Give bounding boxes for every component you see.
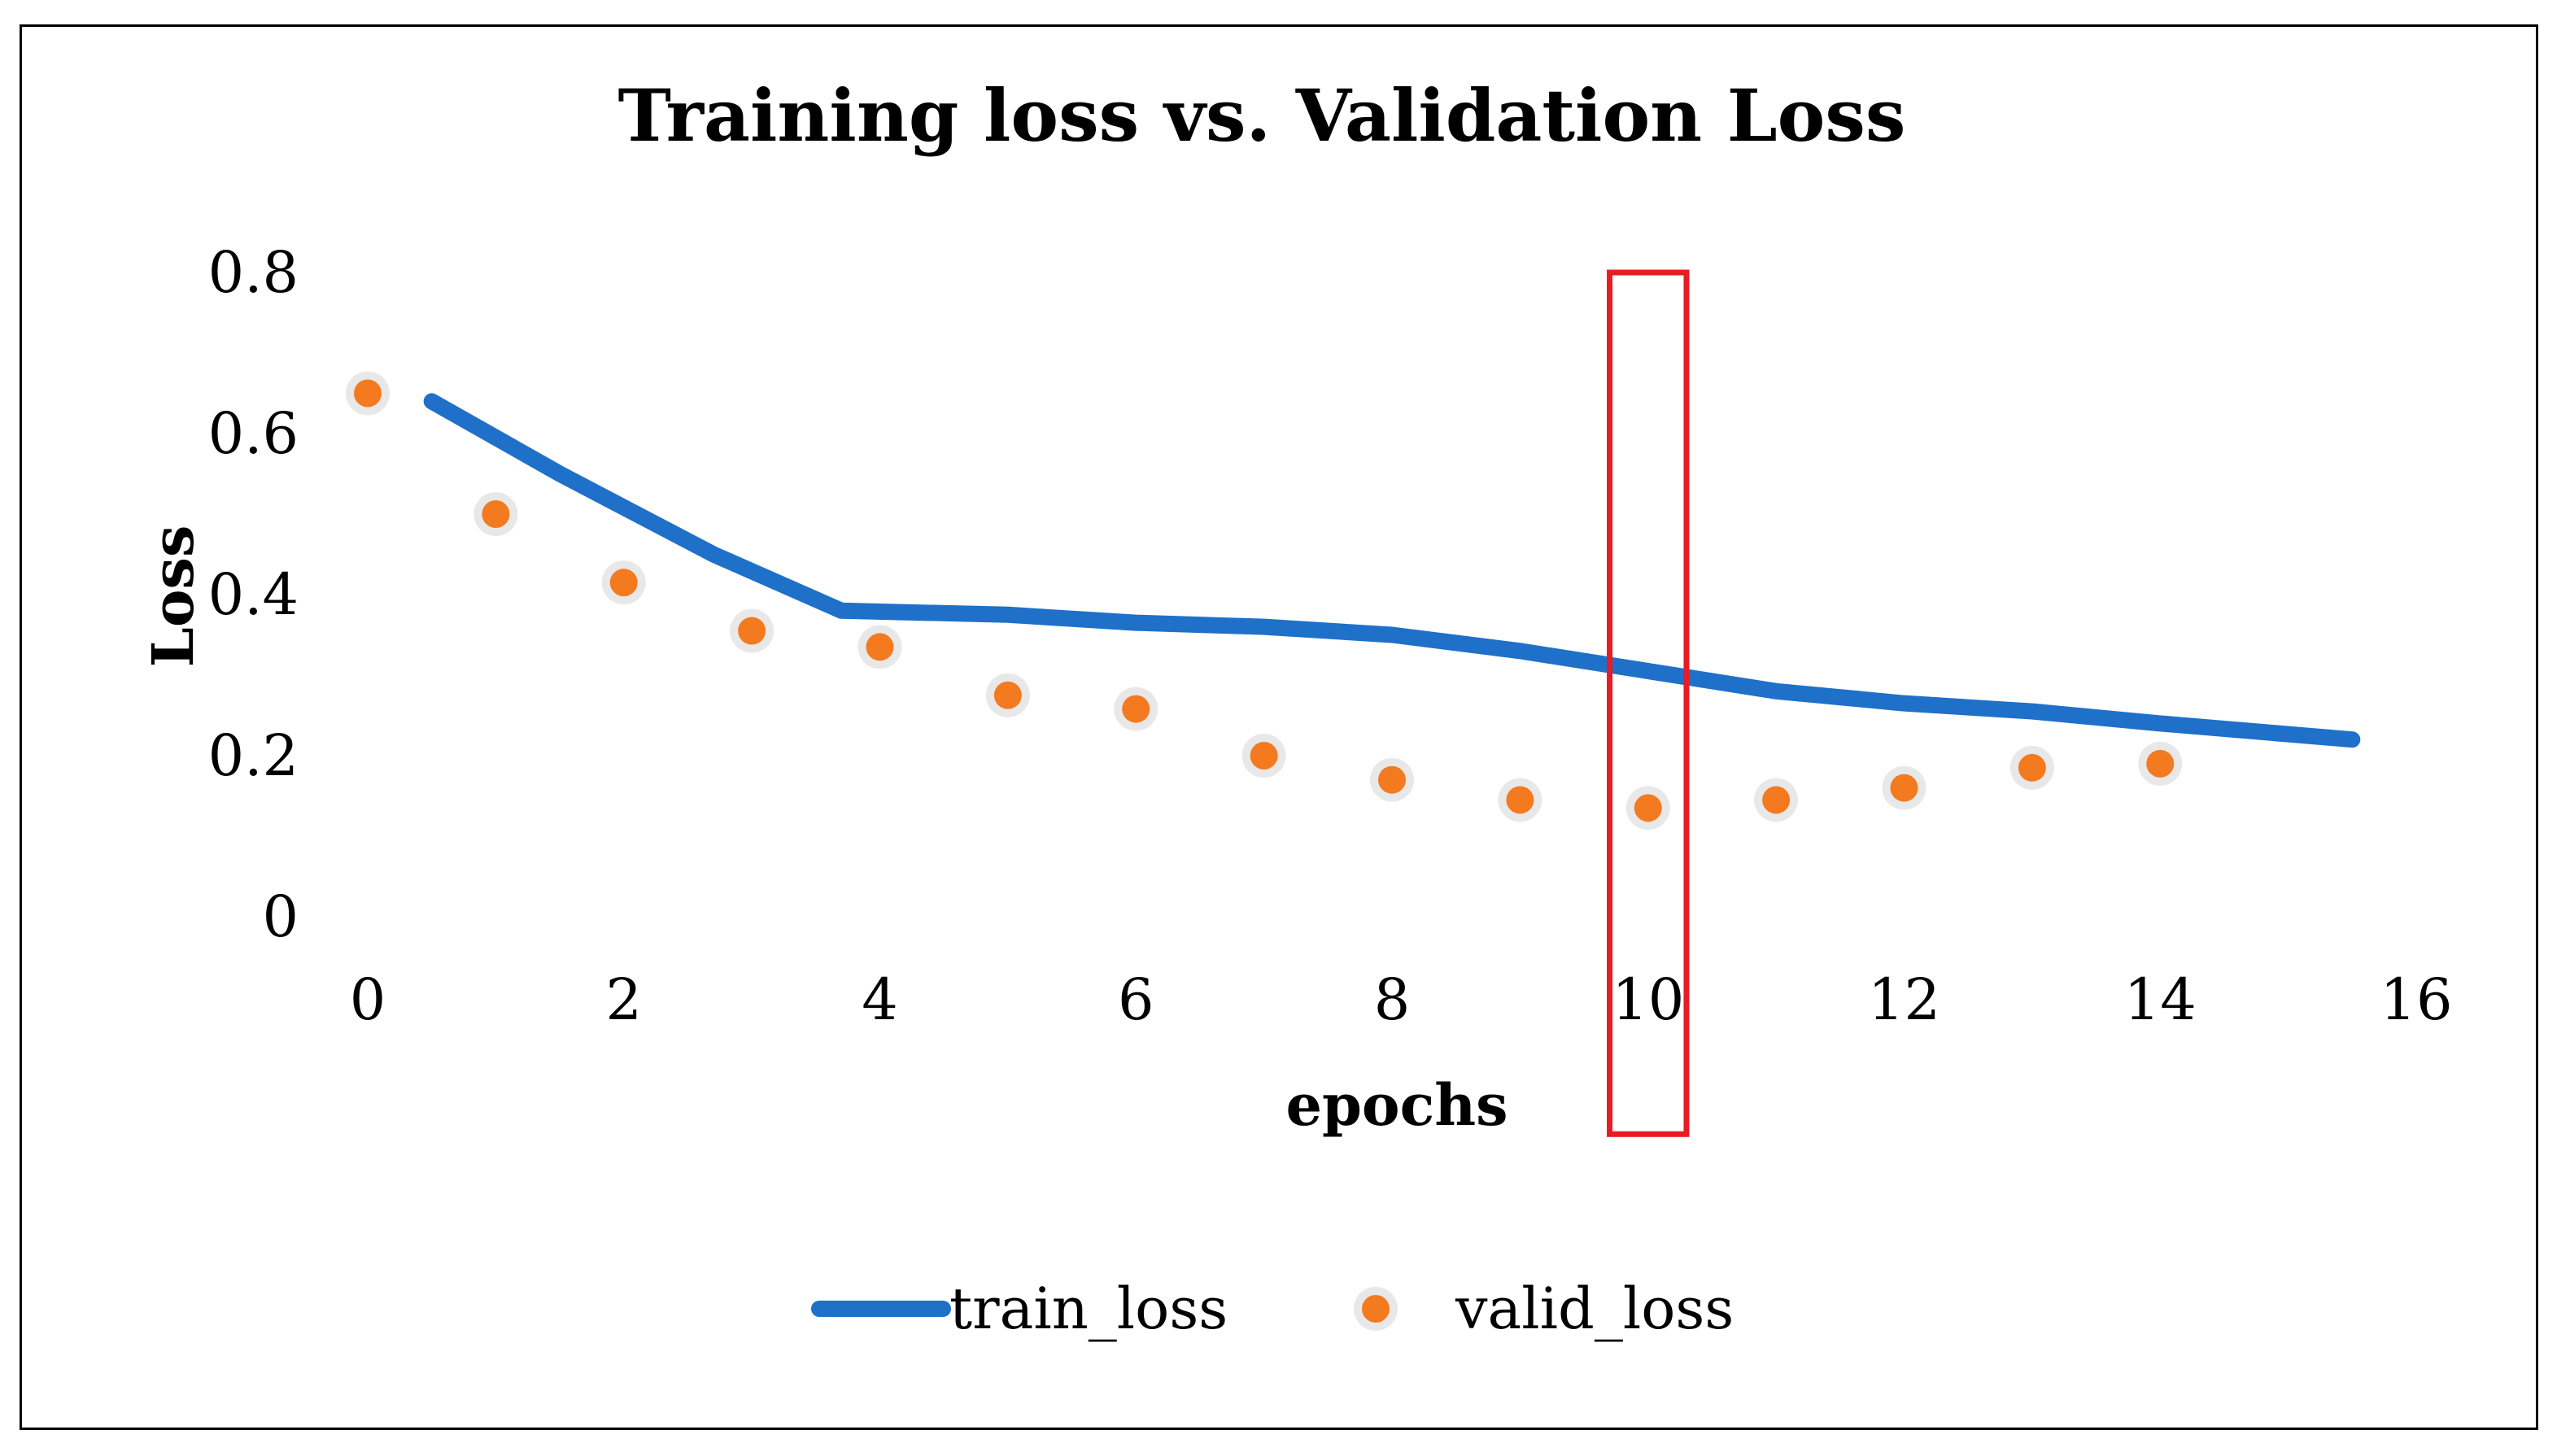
x-tick-label: 10 <box>1612 966 1684 1033</box>
data-point-valid_loss <box>1378 765 1406 794</box>
y-tick-label: 0.4 <box>208 561 299 628</box>
data-point-valid_loss <box>866 633 894 661</box>
data-point-valid_loss <box>609 569 638 597</box>
data-point-valid_loss <box>482 500 510 528</box>
data-point-valid_loss <box>2018 753 2046 782</box>
highlight-box <box>1607 269 1690 1137</box>
legend-train-label: train_loss <box>949 1275 1228 1342</box>
legend-valid-label: valid_loss <box>1455 1275 1734 1342</box>
chart-title: Training loss vs. Validation Loss <box>618 73 1906 158</box>
data-point-valid_loss <box>1506 786 1534 814</box>
x-tick-label: 12 <box>1868 966 1940 1033</box>
chart-frame: Training loss vs. Validation Loss Loss e… <box>20 24 2538 1430</box>
plot-area <box>346 269 2361 1137</box>
y-tick-label: 0.8 <box>208 239 299 306</box>
data-point-valid_loss <box>1250 742 1278 769</box>
chart-canvas: Training loss vs. Validation Loss Loss e… <box>139 73 2453 1342</box>
x-tick-label: 8 <box>1374 966 1411 1033</box>
series-line-train_loss <box>423 393 2361 748</box>
y-axis-label: Loss <box>139 525 207 668</box>
x-tick-label: 6 <box>1118 966 1154 1033</box>
x-tick-label: 0 <box>350 966 386 1033</box>
data-point-valid_loss <box>993 681 1022 709</box>
x-tick-label: 14 <box>2124 966 2197 1033</box>
data-point-valid_loss <box>1890 774 1918 802</box>
x-tick-label: 4 <box>862 966 898 1033</box>
x-tick-label: 16 <box>2380 966 2452 1033</box>
x-axis-label: epochs <box>1285 1071 1508 1139</box>
data-point-valid_loss <box>2146 749 2175 778</box>
legend: train_loss valid_loss <box>811 1275 1734 1342</box>
data-point-valid_loss <box>738 617 766 645</box>
data-point-valid_loss <box>1762 786 1791 814</box>
data-point-valid_loss <box>1122 695 1150 723</box>
x-tick-labels: 0 2 4 6 8 10 12 14 16 <box>350 966 2453 1033</box>
y-tick-label: 0 <box>262 883 299 950</box>
y-tick-label: 0.6 <box>208 400 299 467</box>
data-point-valid_loss <box>354 379 382 408</box>
y-tick-label: 0.2 <box>208 722 299 789</box>
data-point-valid_loss <box>1634 794 1662 822</box>
legend-valid-marker <box>1362 1295 1390 1323</box>
x-tick-label: 2 <box>605 966 642 1033</box>
y-tick-labels: 0 0.2 0.4 0.6 0.8 <box>208 239 299 950</box>
